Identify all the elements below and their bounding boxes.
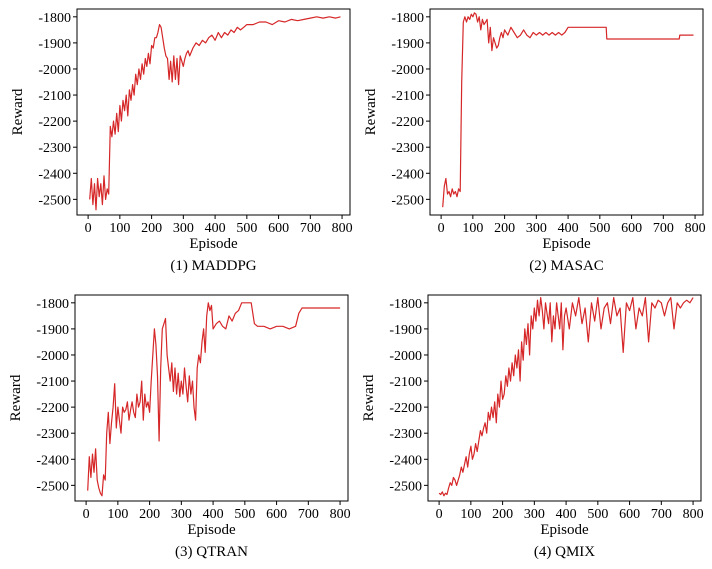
x-tick-label: 0: [85, 221, 92, 236]
y-tick-label: -1800: [389, 297, 422, 312]
x-tick-label: 500: [587, 507, 608, 522]
x-axis-label: Episode: [189, 236, 238, 252]
x-tick-label: 500: [236, 221, 257, 236]
chart-caption: (3) QTRAN: [175, 544, 248, 560]
x-tick-label: 0: [83, 507, 90, 522]
x-tick-label: 700: [298, 507, 319, 522]
chart-panel-3: 0 100 200 300 400 500 600 700 800 -2500 -2400 -2300…: [8, 294, 351, 560]
y-axis-label: Reward: [10, 88, 26, 135]
y-tick-label: -2400: [389, 453, 422, 468]
plot-frame: [76, 8, 351, 216]
x-tick-label: 700: [300, 221, 321, 236]
series-line-maddpg: [89, 16, 341, 211]
y-tick-label: -1900: [38, 37, 71, 52]
y-tick-label: -1900: [389, 323, 422, 338]
y-tick-label: -1800: [36, 297, 69, 312]
x-axis-label: Episode: [187, 522, 236, 538]
y-tick-label: -2300: [38, 141, 71, 156]
x-axis-label: Episode: [542, 236, 591, 252]
y-tick-label: -2100: [38, 89, 71, 104]
y-tick-label: -2000: [38, 63, 71, 78]
y-axis-label: Reward: [361, 374, 377, 421]
y-tick-label: -1800: [391, 11, 424, 26]
chart-panel-1: 0 100 200 300 400 500 600 700 800 -2500 -2400 -2300…: [10, 8, 353, 274]
chart-caption: (4) QMIX: [534, 544, 595, 560]
series-line-qmix: [438, 297, 694, 497]
y-tick-label: -2500: [391, 193, 424, 208]
plot-frame: [429, 8, 704, 216]
y-tick-label: -2000: [36, 349, 69, 364]
x-tick-label: 800: [685, 221, 706, 236]
y-tick-label: -2100: [389, 375, 422, 390]
y-tick-label: -1800: [38, 11, 71, 26]
y-tick-label: -2400: [38, 167, 71, 182]
y-tick-label: -2300: [391, 141, 424, 156]
y-tick-label: -2300: [389, 427, 422, 442]
x-tick-label: 100: [460, 507, 481, 522]
x-tick-label: 600: [268, 221, 289, 236]
y-tick-label: -2500: [38, 193, 71, 208]
x-tick-label: 400: [203, 507, 224, 522]
chart-panel-2: 0 100 200 300 400 500 600 700 800 -2500 -2400 -2300…: [363, 8, 706, 274]
x-tick-label: 200: [141, 221, 162, 236]
y-tick-label: -1900: [391, 37, 424, 52]
chart-caption: (2) MASAC: [529, 258, 604, 274]
y-tick-label: -2100: [36, 375, 69, 390]
y-tick-label: -2000: [389, 349, 422, 364]
x-tick-label: 400: [558, 221, 579, 236]
x-tick-label: 300: [524, 507, 545, 522]
y-tick-label: -2200: [38, 115, 71, 130]
y-tick-label: -2000: [391, 63, 424, 78]
x-tick-label: 600: [619, 507, 640, 522]
x-tick-label: 700: [653, 221, 674, 236]
y-tick-label: -2400: [36, 453, 69, 468]
x-tick-label: 300: [526, 221, 547, 236]
x-tick-label: 200: [494, 221, 515, 236]
y-tick-label: -2200: [36, 401, 69, 416]
chart-panel-4: 0 100 200 300 400 500 600 700 800 -2500 -2400 -2300…: [361, 294, 704, 560]
x-tick-label: 100: [462, 221, 483, 236]
x-tick-label: 700: [651, 507, 672, 522]
y-tick-label: -2500: [389, 479, 422, 494]
y-tick-label: -2200: [391, 115, 424, 130]
chart-caption: (1) MADDPG: [170, 258, 256, 274]
x-tick-label: 800: [683, 507, 704, 522]
x-tick-label: 600: [266, 507, 287, 522]
x-tick-label: 100: [107, 507, 128, 522]
x-tick-label: 200: [139, 507, 160, 522]
y-tick-label: -1900: [36, 323, 69, 338]
y-tick-label: -2500: [36, 479, 69, 494]
series-line-masac: [442, 12, 694, 208]
y-tick-label: -2300: [36, 427, 69, 442]
x-tick-label: 200: [492, 507, 513, 522]
plot-frame: [427, 294, 702, 502]
x-tick-label: 800: [330, 507, 351, 522]
plot-frame: [74, 294, 349, 502]
x-tick-label: 600: [621, 221, 642, 236]
y-tick-label: -2400: [391, 167, 424, 182]
x-tick-label: 800: [332, 221, 353, 236]
x-tick-label: 400: [556, 507, 577, 522]
y-axis-label: Reward: [8, 374, 24, 421]
x-tick-label: 300: [171, 507, 192, 522]
x-tick-label: 500: [234, 507, 255, 522]
x-tick-label: 0: [438, 221, 445, 236]
x-tick-label: 300: [173, 221, 194, 236]
x-tick-label: 100: [109, 221, 130, 236]
x-tick-label: 400: [205, 221, 226, 236]
x-axis-label: Episode: [540, 522, 589, 538]
series-line-qtran: [87, 302, 341, 497]
y-axis-label: Reward: [363, 88, 379, 135]
y-tick-label: -2200: [389, 401, 422, 416]
y-tick-label: -2100: [391, 89, 424, 104]
x-tick-label: 0: [436, 507, 443, 522]
x-tick-label: 500: [589, 221, 610, 236]
